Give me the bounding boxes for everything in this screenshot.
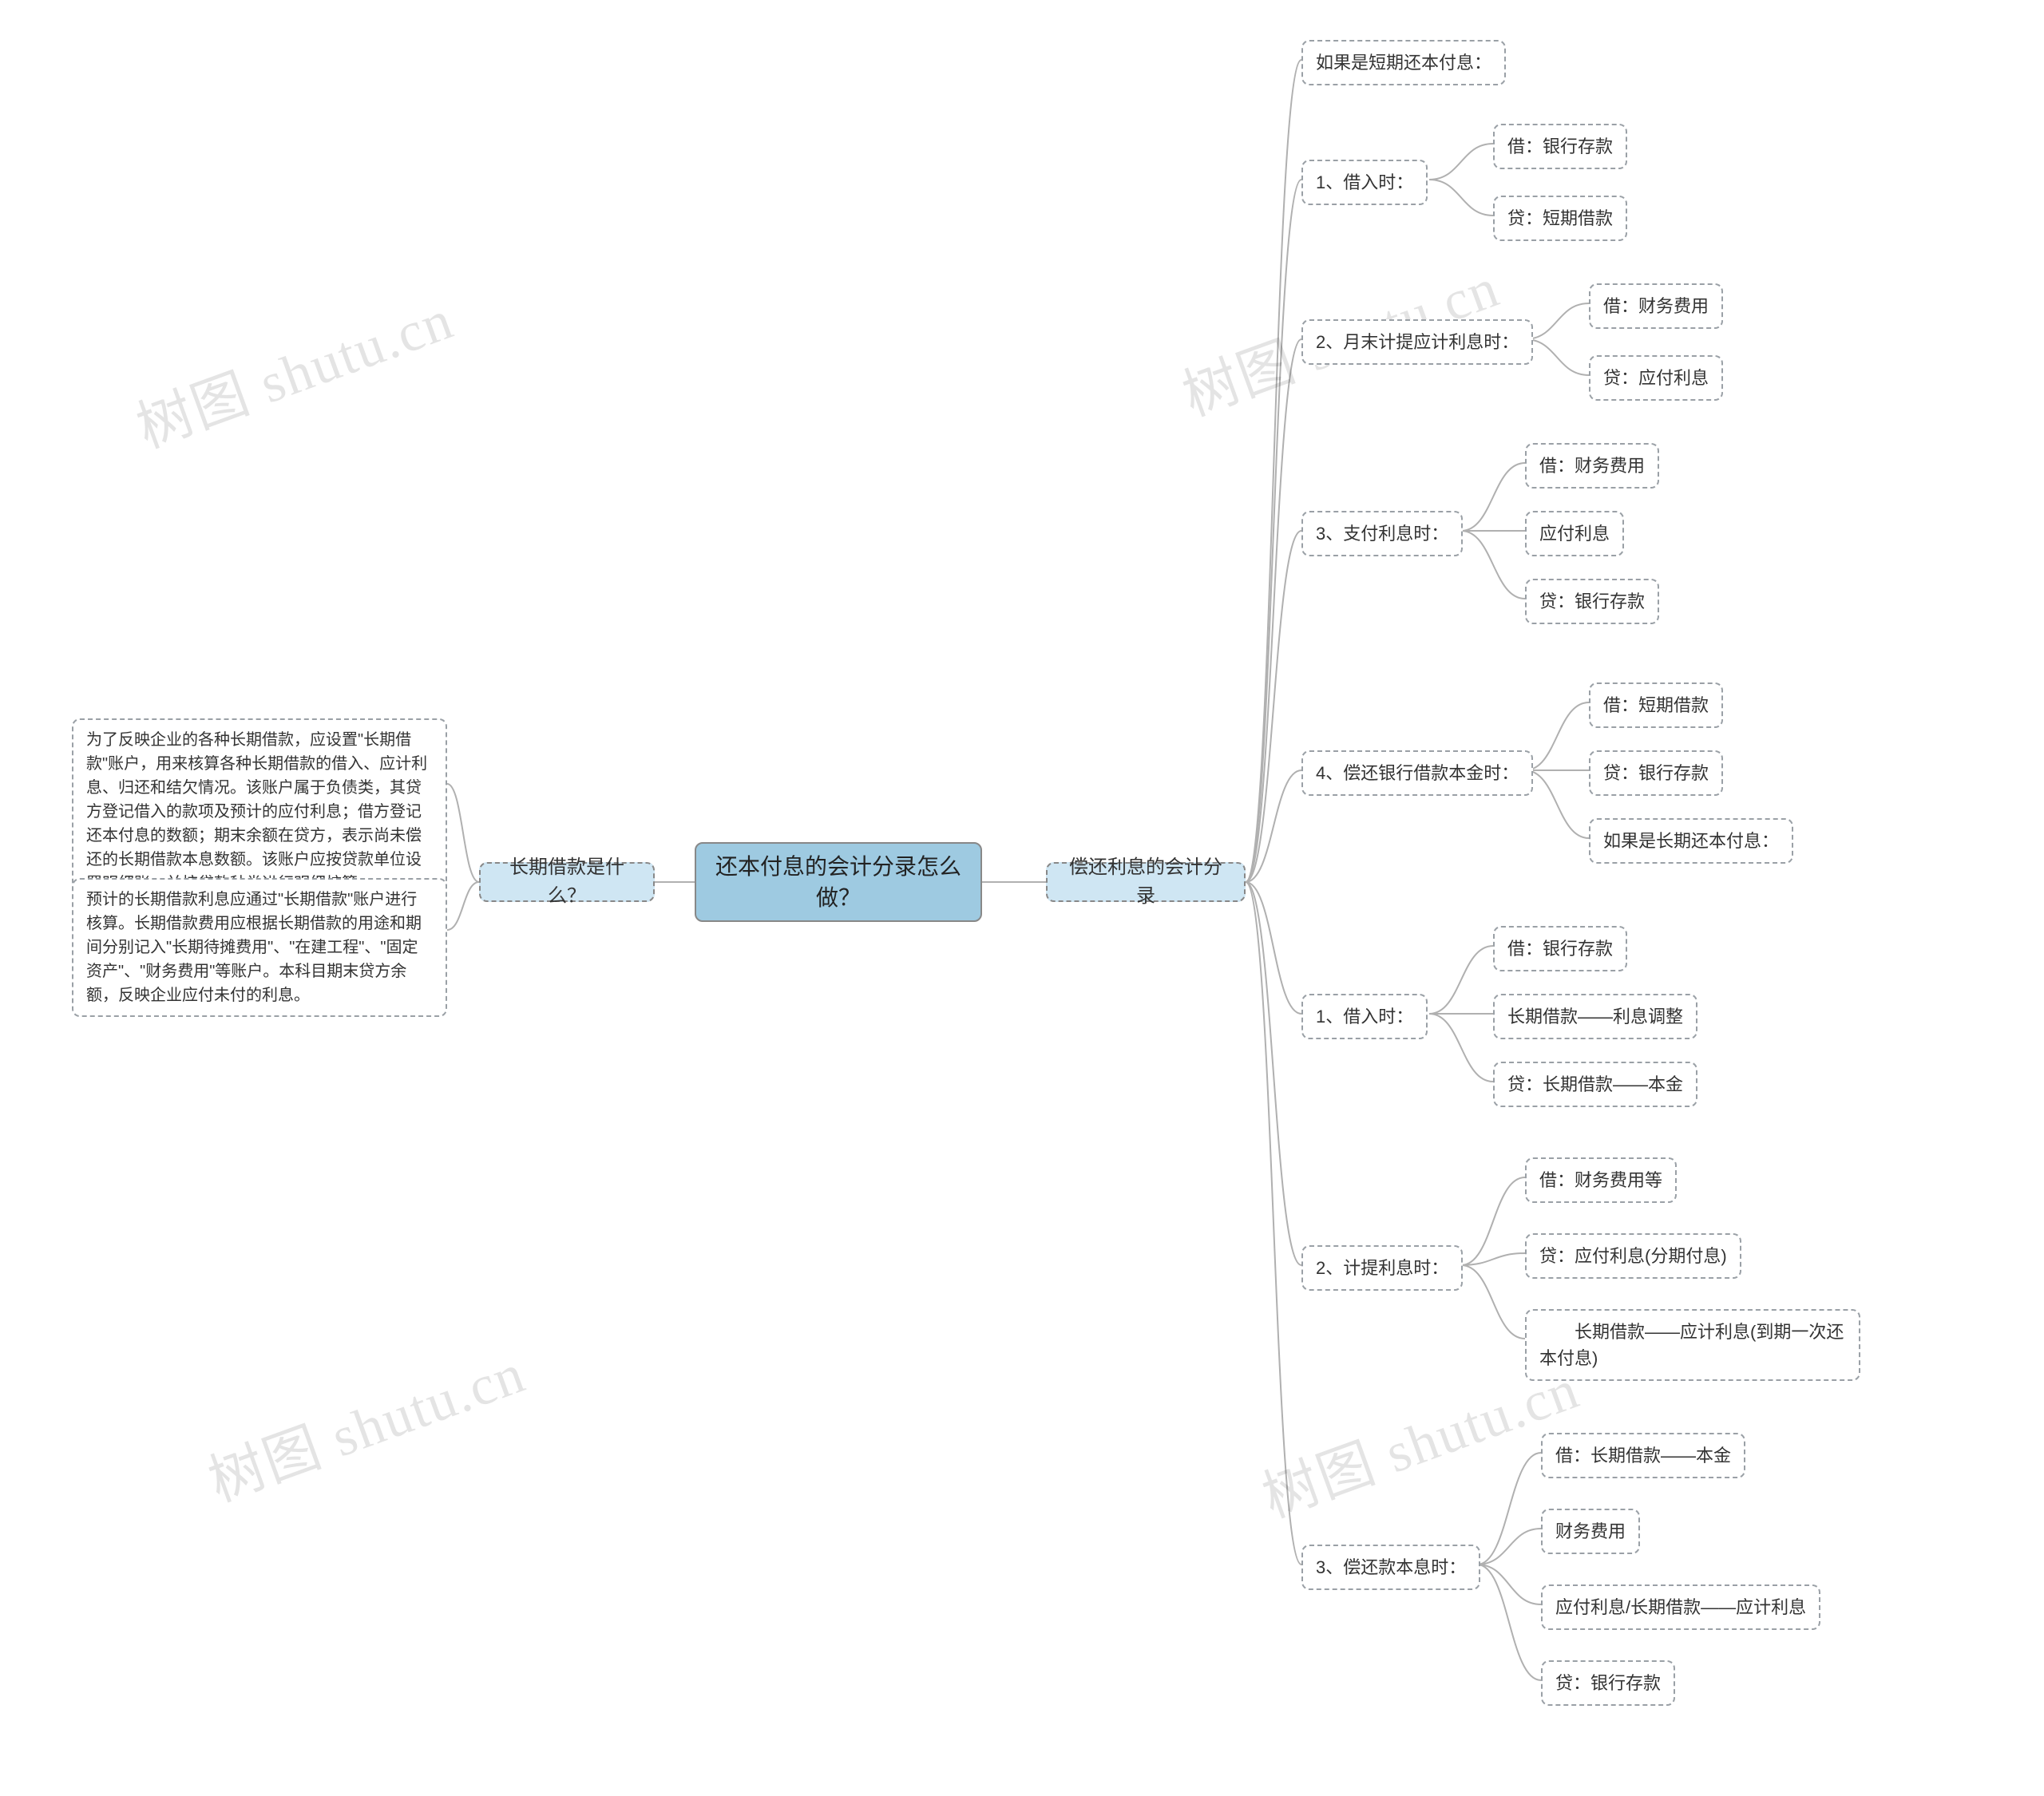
r-leaf-3c: 贷：银行存款 [1525,579,1659,624]
r-leaf-6c: 长期借款——应计利息(到期一次还本付息) [1525,1309,1860,1381]
r-leaf-2a: 借：财务费用 [1589,283,1723,329]
r-node-2[interactable]: 2、月末计提应计利息时： [1301,319,1533,365]
r-leaf-3b: 应付利息 [1525,511,1624,556]
r-leaf-4a: 借：短期借款 [1589,682,1723,728]
r-node-6[interactable]: 2、计提利息时： [1301,1245,1463,1291]
r-node-7[interactable]: 3、偿还款本息时： [1301,1545,1480,1590]
mindmap-canvas: { "type": "mindmap", "layout": { "canvas… [0,0,2044,1796]
r-leaf-3a: 借：财务费用 [1525,443,1659,489]
r-leaf-7a: 借：长期借款——本金 [1541,1433,1745,1478]
r-leaf-2b: 贷：应付利息 [1589,355,1723,401]
watermark: 树图 shutu.cn [124,275,462,464]
r-node-4[interactable]: 4、偿还银行借款本金时： [1301,750,1533,796]
root-node[interactable]: 还本付息的会计分录怎么做？ [695,842,982,922]
r-leaf-7d: 贷：银行存款 [1541,1660,1675,1706]
r-node-5[interactable]: 1、借入时： [1301,994,1428,1039]
watermark: 树图 shutu.cn [196,1328,534,1517]
r-leaf-1a: 借：银行存款 [1493,124,1627,169]
branch-left-title[interactable]: 长期借款是什么？ [479,862,655,902]
r-leaf-5b: 长期借款——利息调整 [1493,994,1697,1039]
r-node-3[interactable]: 3、支付利息时： [1301,511,1463,556]
r-leaf-4b: 贷：银行存款 [1589,750,1723,796]
r-node-short-term-heading[interactable]: 如果是短期还本付息： [1301,40,1506,85]
r-leaf-6a: 借：财务费用等 [1525,1157,1677,1203]
branch-right-title[interactable]: 偿还利息的会计分录 [1046,862,1246,902]
left-paragraph-2: 预计的长期借款利息应通过"长期借款"账户进行核算。长期借款费用应根据长期借款的用… [72,878,447,1017]
r-leaf-7b: 财务费用 [1541,1509,1640,1554]
r-leaf-5a: 借：银行存款 [1493,926,1627,971]
r-leaf-7c: 应付利息/长期借款——应计利息 [1541,1584,1820,1630]
r-node-1[interactable]: 1、借入时： [1301,160,1428,205]
left-paragraph-1: 为了反映企业的各种长期借款，应设置"长期借款"账户，用来核算各种长期借款的借入、… [72,718,447,905]
r-leaf-4c: 如果是长期还本付息： [1589,818,1793,864]
r-leaf-5c: 贷：长期借款——本金 [1493,1062,1697,1107]
r-leaf-6b: 贷：应付利息(分期付息) [1525,1233,1741,1279]
r-leaf-1b: 贷：短期借款 [1493,196,1627,241]
